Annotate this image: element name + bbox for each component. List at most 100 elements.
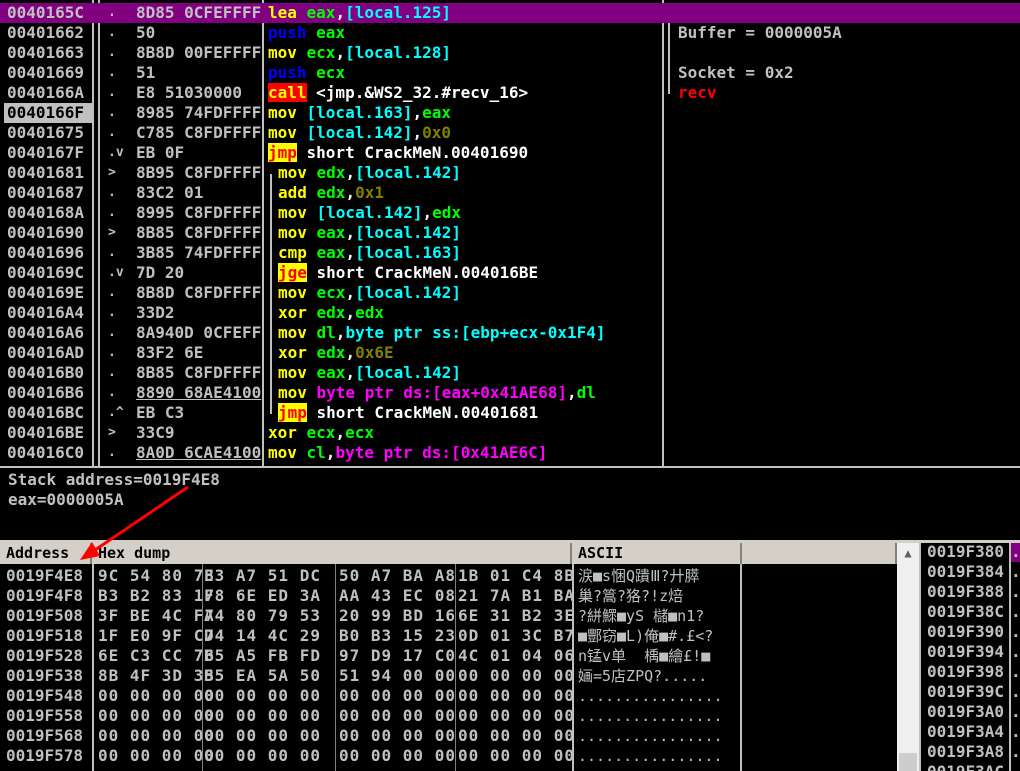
instruction-token: [local.163] xyxy=(306,103,413,122)
disasm-row[interactable]: 0040168A. 8995 C8FDFFFF mov [local.142],ed… xyxy=(0,203,1020,223)
disasm-row[interactable]: 004016B6. 8890 68AE4100 mov byte ptr ds:[e… xyxy=(0,383,1020,403)
instruction: call <jmp.&WS2_32.#recv_16> xyxy=(268,83,528,103)
dump-bytes: 00 00 00 00 xyxy=(339,726,456,745)
dump-bytes: 00 00 00 00 xyxy=(98,726,215,745)
instruction-token: eax xyxy=(306,3,336,22)
jump-marker: . xyxy=(108,325,116,340)
dump-bytes: 9C 54 80 73 xyxy=(98,566,215,585)
dump-bytes: 00 00 00 00 xyxy=(204,686,321,705)
dump-bytes: E3 A7 51 DC xyxy=(204,566,321,585)
jump-marker: > xyxy=(108,425,116,440)
divider xyxy=(0,466,1020,468)
dump-bytes: 1B 01 C4 8B xyxy=(458,566,575,585)
hex-bytes: 8A940D 0CFEFFFF xyxy=(136,323,262,342)
divider xyxy=(0,540,1020,543)
jump-marker: . xyxy=(108,365,116,380)
column-header-hex[interactable]: Hex dump xyxy=(92,543,572,564)
disassembly-pane[interactable]: Buffer = 0000005A Socket = 0x2 recv 0040… xyxy=(0,0,1020,466)
disasm-row[interactable]: 00401675. C785 C8FDFFFF mov [local.142],0x… xyxy=(0,123,1020,143)
disasm-row[interactable]: 004016A4. 33D2 xor edx,edx xyxy=(0,303,1020,323)
instruction-token: ecx xyxy=(316,63,346,82)
hex-bytes: 8D85 0CFEFFFF xyxy=(136,3,262,22)
disasm-row[interactable]: 004016C0. 8A0D 6CAE4100 mov cl,byte ptr ds… xyxy=(0,443,1020,463)
divider xyxy=(202,564,203,771)
instruction-token: ecx xyxy=(306,423,336,442)
dump-bytes: 6E C3 CC 76 xyxy=(98,646,215,665)
dump-address: 0019F4F8 xyxy=(6,586,84,605)
instruction-token: , xyxy=(335,3,346,22)
dump-bytes: 1F E0 9F C7 xyxy=(98,626,215,645)
jump-marker: . xyxy=(108,245,116,260)
disasm-row[interactable]: 004016AD. 83F2 6E xor edx,0x6E xyxy=(0,343,1020,363)
instruction-address: 00401687 xyxy=(7,183,85,202)
dump-scrollbar[interactable]: ▲ xyxy=(897,543,919,771)
instruction-token: jmp xyxy=(268,143,297,162)
instruction-address: 004016BE xyxy=(7,423,85,442)
instruction-address: 00401675 xyxy=(7,123,85,142)
hex-bytes: 83C2 01 xyxy=(136,183,204,202)
stack-value: . xyxy=(1011,662,1020,681)
disasm-row[interactable]: 0040167F .v EB 0F jmp short CrackMeN.004016… xyxy=(0,143,1020,163)
jump-marker: . xyxy=(108,285,116,300)
disasm-row[interactable]: 00401696. 3B85 74FDFFFF cmp eax,[local.163… xyxy=(0,243,1020,263)
instruction-token: , xyxy=(345,343,356,362)
disasm-row[interactable]: 0040169E. 8B8D C8FDFFFF mov ecx,[local.142… xyxy=(0,283,1020,303)
stack-address: 0019F388 xyxy=(927,582,1005,601)
disasm-row[interactable]: 0040165C. 8D85 0CFEFFFF lea eax,[local.125… xyxy=(0,3,1020,23)
scroll-thumb[interactable] xyxy=(899,753,917,771)
dump-bytes: 3F BE 4C F7 xyxy=(98,606,215,625)
instruction-token: , xyxy=(335,423,346,442)
instruction-token: 0x0 xyxy=(422,123,452,142)
disasm-row[interactable]: 0040169C .v 7D 20 jge short CrackMeN.004016… xyxy=(0,263,1020,283)
divider xyxy=(662,0,664,466)
instruction-token: mov xyxy=(268,123,307,142)
hex-dump-pane[interactable]: 0019F4E8 9C 54 80 73 E3 A7 51 DC 50 A7 BA A… xyxy=(0,564,897,771)
instruction-address: 00401696 xyxy=(7,243,85,262)
instruction-address: 004016BC xyxy=(7,403,85,422)
disasm-row[interactable]: 00401681 >8B95 C8FDFFFF mov edx,[local.142… xyxy=(0,163,1020,183)
disasm-row[interactable]: 00401662. 50 push eax xyxy=(0,23,1020,43)
stack-pane[interactable]: 0019F380. 0019F384. 0019F388. 0019F38C. 0019… xyxy=(919,543,1020,771)
stack-address: 0019F390 xyxy=(927,622,1005,641)
instruction-address: 004016A4 xyxy=(7,303,85,322)
blank-column xyxy=(740,564,897,771)
disasm-row[interactable]: 00401663. 8B8D 00FEFFFF mov ecx,[local.128… xyxy=(0,43,1020,63)
instruction: mov cl,byte ptr ds:[0x41AE6C] xyxy=(268,443,547,463)
instruction-address: 0040169E xyxy=(7,283,85,302)
disasm-row[interactable]: 004016B0. 8B85 C8FDFFFF mov eax,[local.142… xyxy=(0,363,1020,383)
dump-address: 0019F4E8 xyxy=(6,566,84,585)
instruction-token: [local.142] xyxy=(306,123,413,142)
disasm-row[interactable]: 00401669. 51 push ecx xyxy=(0,63,1020,83)
column-header-ascii[interactable]: ASCII xyxy=(572,543,742,564)
instruction-address: 004016B0 xyxy=(7,363,85,382)
instruction-address: 004016AD xyxy=(7,343,85,362)
instruction: jmp short CrackMeN.00401681 xyxy=(278,403,538,423)
stack-address: 0019F3A4 xyxy=(927,722,1005,741)
stack-address: 0019F380 xyxy=(927,543,1005,561)
dump-bytes: A4 80 79 53 xyxy=(204,606,321,625)
scroll-up-icon[interactable]: ▲ xyxy=(904,546,912,560)
instruction-token: jmp xyxy=(278,403,307,422)
column-header-blank xyxy=(742,543,897,564)
hex-bytes: 7D 20 xyxy=(136,263,185,282)
disasm-row[interactable]: 004016A6. 8A940D 0CFEFFFF mov dl,byte ptr … xyxy=(0,323,1020,343)
instruction-token: xor xyxy=(268,423,307,442)
disasm-row[interactable]: 00401687. 83C2 01 add edx,0x1 xyxy=(0,183,1020,203)
dump-bytes: 00 00 00 00 xyxy=(458,746,575,765)
divider xyxy=(98,0,100,466)
dump-bytes: 00 00 00 00 xyxy=(98,746,215,765)
disasm-row[interactable]: 004016BC .^ EB C3 jmp short CrackMeN.004016… xyxy=(0,403,1020,423)
instruction-token: [local.142] xyxy=(316,203,423,222)
dump-bytes: 21 7A B1 BA xyxy=(458,586,575,605)
disasm-row[interactable]: 0040166F. 8985 74FDFFFF mov [local.163],ea… xyxy=(0,103,1020,123)
instruction: cmp eax,[local.163] xyxy=(278,243,461,263)
disasm-row[interactable]: 0040166A. E8 51030000 call <jmp.&WS2_32.#r… xyxy=(0,83,1020,103)
column-header-address[interactable]: Address xyxy=(0,543,92,564)
dump-bytes: 6E 31 B2 3E xyxy=(458,606,575,625)
instruction-token: add xyxy=(278,183,317,202)
instruction-address: 004016B6 xyxy=(7,383,85,402)
hex-bytes: 8B85 C8FDFFFF xyxy=(136,363,262,382)
disasm-row[interactable]: 004016BE >33C9 xor ecx,ecx xyxy=(0,423,1020,443)
disasm-row[interactable]: 00401690 >8B85 C8FDFFFF mov eax,[local.142… xyxy=(0,223,1020,243)
